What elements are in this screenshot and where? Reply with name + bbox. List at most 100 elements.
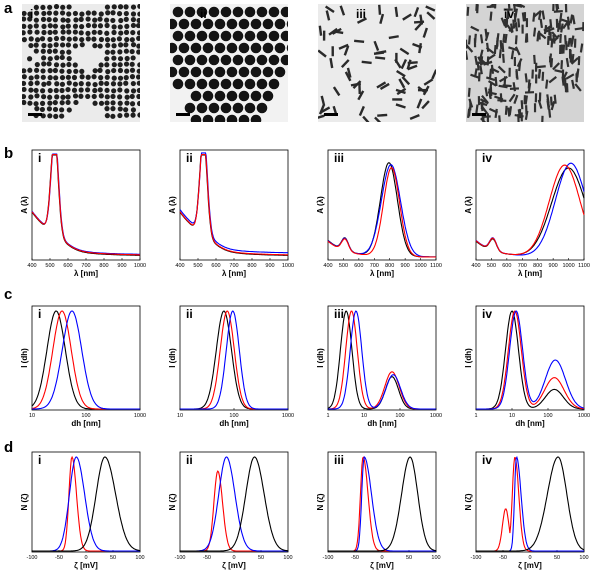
plot-d-iv-xtick: 0 xyxy=(528,555,531,561)
plot-d-iii-frame xyxy=(327,451,437,553)
plot-b-iii-label: iii xyxy=(334,151,344,165)
plot-c-ii-frame xyxy=(179,305,289,411)
plot-d-iii-series-1 xyxy=(328,456,436,552)
plot-b-iii: iii 400 500 600 700 800 900 1000 1100 A (λ) λ [nm] xyxy=(316,149,442,278)
plot-b-iv-xtick: 1000 xyxy=(562,263,574,269)
plot-b-ii-ylabel: A (λ) xyxy=(168,196,177,214)
plot-b-ii-series-1 xyxy=(179,154,288,256)
tem-image-ii: ii xyxy=(170,4,288,122)
plot-b-iv-label: iv xyxy=(482,151,492,165)
plot-b-iv-xtick: 900 xyxy=(549,263,558,269)
plot-b-i-xtick: 400 xyxy=(27,263,36,269)
plot-d-iv-xtick: -50 xyxy=(499,555,507,561)
tem-label-iv: iv xyxy=(504,7,514,21)
plot-c-iv-ylabel: I (dh) xyxy=(464,348,473,368)
plot-c-ii-series-3 xyxy=(180,310,288,410)
plot-d-iv-series-1 xyxy=(476,457,584,552)
plot-d-ii-frame xyxy=(179,451,289,553)
plot-d-ii-ylabel: N (ζ) xyxy=(168,493,177,510)
plot-c-ii-ylabel: I (dh) xyxy=(168,348,177,368)
plot-b-iv-ylabel: A (λ) xyxy=(464,196,473,214)
plot-d-i-xtick: -100 xyxy=(26,555,37,561)
plot-c-ii-xtick: 1000 xyxy=(282,413,294,419)
plot-b-ii-xtick: 1000 xyxy=(282,263,294,269)
plot-d-i-xlabel: ζ [mV] xyxy=(74,561,98,570)
plot-b-iv-series-3 xyxy=(475,164,585,256)
plot-b-iv-xtick: 400 xyxy=(471,263,480,269)
plot-b-iii-xtick: 600 xyxy=(354,263,363,269)
plot-d-iv-xtick: -100 xyxy=(470,555,481,561)
plot-c-iii: iii 1 10 100 1000 I (dh) dh [nm] xyxy=(316,305,442,428)
plot-c-i-series-2 xyxy=(31,310,140,410)
plot-d-iii-xtick: -50 xyxy=(351,555,359,561)
plot-d-ii-xtick: -100 xyxy=(174,555,185,561)
plot-c-ii: ii 10 100 1000 I (dh) dh [nm] xyxy=(168,305,294,428)
plot-d-i-xtick: 0 xyxy=(84,555,87,561)
plot-b-ii-xtick: 900 xyxy=(265,263,274,269)
plot-d-iii-xtick: 100 xyxy=(431,555,440,561)
plot-c-iv: iv 1 10 100 1000 I (dh) dh [nm] xyxy=(464,305,590,428)
plot-b-i-xtick: 500 xyxy=(45,263,54,269)
plot-c-iii-xtick: 10 xyxy=(361,413,367,419)
tem-image-iv: iv xyxy=(466,4,584,122)
plot-b-i-xtick: 800 xyxy=(99,263,108,269)
plot-b-iii-series-3 xyxy=(327,167,436,258)
plot-c-iv-label: iv xyxy=(482,307,492,321)
plot-b-iii-xtick: 1100 xyxy=(430,263,442,269)
plot-b-iv-xtick: 600 xyxy=(502,263,511,269)
plot-d-iii-label: iii xyxy=(334,453,344,467)
plot-c-ii-label: ii xyxy=(186,307,193,321)
plot-c-iv-xtick: 1000 xyxy=(578,413,590,419)
plot-c-i-xtick: 10 xyxy=(29,413,35,419)
plot-b-i-xtick: 600 xyxy=(63,263,72,269)
plot-c-iv-xtick: 1 xyxy=(474,413,477,419)
plot-d-i-xtick: -50 xyxy=(55,555,63,561)
plot-d-iii-xtick: 0 xyxy=(380,555,383,561)
plot-c-i-frame xyxy=(31,305,141,411)
plot-b-ii-xtick: 400 xyxy=(175,263,184,269)
tem-label-i: i xyxy=(30,7,33,21)
plot-b-iv-series-2 xyxy=(475,162,585,256)
plot-c-i-series-3 xyxy=(32,310,140,410)
plot-d-i-label: i xyxy=(38,453,41,467)
plot-b-ii-xlabel: λ [nm] xyxy=(222,269,246,278)
plot-c-iv-frame xyxy=(475,305,585,411)
plot-d-iv: iv -100 -50 0 50 100 N (ζ) ζ [mV] xyxy=(464,451,589,570)
plot-b-iv-xtick: 1100 xyxy=(578,263,590,269)
plot-c-iv-series-1 xyxy=(476,310,584,410)
plot-b-ii-xtick: 600 xyxy=(211,263,220,269)
plot-c-iii-xlabel: dh [nm] xyxy=(367,419,397,428)
plot-c-iv-series-2 xyxy=(476,310,585,410)
plot-d-iv-xtick: 100 xyxy=(579,555,588,561)
plot-b-ii-xtick: 700 xyxy=(229,263,238,269)
plot-b-iv-xtick: 700 xyxy=(518,263,527,269)
plot-b-iii-frame xyxy=(327,149,437,261)
plot-b-ii-series-3 xyxy=(179,153,288,256)
plot-b-i-series-3 xyxy=(31,153,140,256)
plot-c-ii-xtick: 10 xyxy=(177,413,183,419)
plot-b-ii-series-2 xyxy=(179,152,288,254)
row-label-c: c xyxy=(4,286,12,303)
plot-c-iii-label: iii xyxy=(334,307,344,321)
plot-c-iii-xtick: 1000 xyxy=(430,413,442,419)
plot-d-iv-ylabel: N (ζ) xyxy=(464,493,473,510)
plot-b-ii-xtick: 500 xyxy=(193,263,202,269)
plot-c-i: i 10 100 1000 I (dh) dh [nm] xyxy=(20,305,146,428)
plot-d-iii: iii -100 -50 0 50 100 N (ζ) ζ [mV] xyxy=(316,451,441,570)
plot-d-iv-series-2 xyxy=(476,455,584,552)
plot-b-i-xtick: 900 xyxy=(117,263,126,269)
plot-d-ii-series-3 xyxy=(180,456,289,552)
plot-b-iii-ylabel: A (λ) xyxy=(316,196,325,214)
plot-c-i-xlabel: dh [nm] xyxy=(71,419,101,428)
plot-d-ii-xlabel: ζ [mV] xyxy=(222,561,246,570)
plot-d-i-series-2 xyxy=(32,456,140,552)
plot-d-iii-series-3 xyxy=(328,456,437,552)
plot-d-iii-xlabel: ζ [mV] xyxy=(370,561,394,570)
plot-b-i: i 400 500 600 700 800 900 1000 A (λ) λ [nm] xyxy=(20,149,146,278)
plot-c-ii-xlabel: dh [nm] xyxy=(219,419,249,428)
plot-b-iii-xlabel: λ [nm] xyxy=(370,269,394,278)
plot-d-iii-xtick: -100 xyxy=(322,555,333,561)
tem-image-i: i xyxy=(22,4,140,122)
plot-b-iii-xtick: 800 xyxy=(385,263,394,269)
